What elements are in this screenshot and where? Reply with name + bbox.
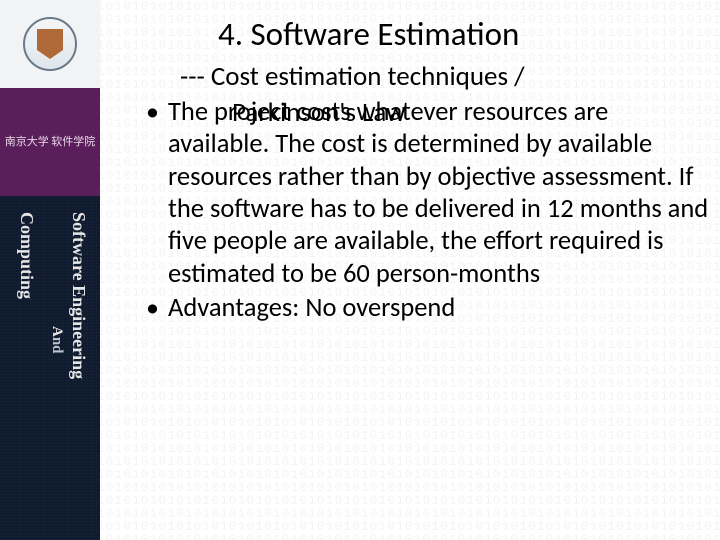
content-area: 4. Software Estimation --- Cost estimati… (100, 0, 720, 540)
university-name: 南京大学 软件学院 (5, 135, 96, 149)
sidebar-word-software-engineering: Software Engineering (68, 212, 89, 379)
slide: 0101010101010101010101010101010101010101… (0, 0, 720, 540)
university-name-panel: 南京大学 软件学院 (0, 88, 100, 196)
institute-panel: Computing And Software Engineering (0, 196, 100, 540)
sidebar: 南京大学 软件学院 Computing And Software Enginee… (0, 0, 100, 540)
sidebar-word-and: And (48, 326, 65, 354)
university-crest-icon (23, 17, 77, 71)
page-title: 4. Software Estimation (218, 14, 718, 54)
list-item: Advantages: No overspend (140, 292, 720, 324)
bullet-list: The project costs whatever resources are… (140, 96, 720, 326)
crest-panel (0, 0, 100, 88)
subtitle-overlay: Parkinson's Law (232, 96, 632, 129)
subtitle: --- Cost estimation techniques / (180, 60, 720, 93)
sidebar-word-computing: Computing (16, 212, 37, 299)
